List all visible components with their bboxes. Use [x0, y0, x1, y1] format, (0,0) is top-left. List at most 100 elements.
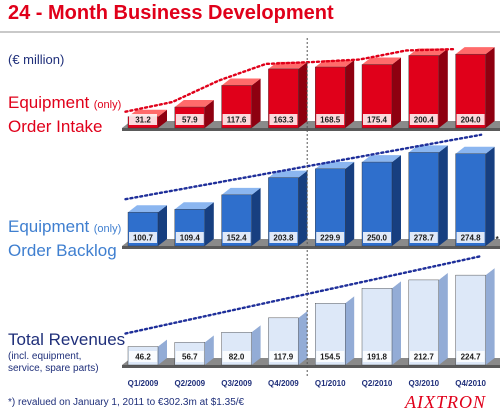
- page-title: 24 - Month Business Development: [8, 2, 334, 24]
- backlog-label-only: (only): [93, 223, 122, 235]
- trend-line: [124, 133, 483, 201]
- intake-label-main: Equipment: [8, 93, 90, 112]
- data-label-bg: [316, 351, 345, 362]
- x-tick-label: Q3/2009: [221, 379, 252, 388]
- bar-top: [362, 155, 401, 163]
- data-label: 203.8: [273, 234, 294, 243]
- bar-top: [128, 339, 167, 347]
- bar-top: [174, 335, 214, 343]
- bar-top: [362, 57, 401, 65]
- aixtron-logo: AIXTRON: [405, 392, 486, 412]
- bar: [455, 153, 486, 247]
- data-label-bg: [269, 351, 298, 362]
- bar-side: [345, 161, 355, 246]
- bar-side: [298, 61, 308, 128]
- data-label: 274.8: [461, 234, 482, 243]
- chart-floor: [122, 239, 500, 246]
- bar-top: [408, 272, 448, 280]
- data-label-bg: [129, 351, 157, 362]
- backlog-label-main: Equipment: [8, 217, 90, 236]
- data-label-bg: [316, 114, 345, 125]
- bar-top: [128, 205, 167, 213]
- revenue-label-sub1: (incl. equipment,: [8, 351, 82, 362]
- backlog-row-label: Equipment (only) Order Backlog: [8, 216, 121, 262]
- bar-top: [362, 281, 401, 289]
- unit-label: (€ million): [8, 52, 65, 67]
- revenue-label-sub2: service, spare parts): [8, 363, 99, 374]
- chart-floor: [122, 358, 500, 365]
- data-label: 175.4: [367, 116, 388, 125]
- data-label-bg: [269, 232, 298, 243]
- bar-side: [204, 100, 214, 128]
- data-label-bg: [222, 114, 251, 125]
- data-label-bg: [222, 232, 251, 243]
- data-label-bg: [129, 114, 157, 125]
- data-label: 109.4: [180, 234, 201, 243]
- x-tick-label: Q4/2009: [268, 379, 299, 388]
- data-label: 117.6: [227, 116, 247, 125]
- data-label: 168.5: [320, 116, 341, 125]
- bar-side: [298, 170, 308, 246]
- x-tick-label: Q4/2010: [455, 379, 486, 388]
- bar-side: [251, 187, 261, 246]
- intake-label-line2: Order Intake: [8, 117, 103, 136]
- data-label: 250.0: [367, 234, 388, 243]
- bar-side: [298, 310, 308, 365]
- bar-top: [455, 47, 495, 55]
- data-label: 204.0: [461, 116, 482, 125]
- bar-side: [485, 146, 495, 246]
- title-divider: [0, 31, 500, 33]
- data-label: 163.3: [273, 116, 294, 125]
- bar-side: [438, 272, 448, 365]
- x-tick-label: Q1/2009: [128, 379, 159, 388]
- data-label: 212.7: [414, 353, 435, 362]
- bar: [455, 274, 486, 366]
- intake-label-only: (only): [93, 99, 122, 111]
- data-label-bg: [409, 114, 438, 125]
- data-label-bg: [129, 232, 157, 243]
- data-label-bg: [363, 114, 391, 125]
- data-label-bg: [409, 351, 438, 362]
- bar-side: [251, 325, 261, 365]
- bar: [408, 152, 439, 247]
- data-label-bg: [456, 351, 485, 362]
- chart-floor-edge: [122, 128, 500, 131]
- data-label-bg: [409, 232, 438, 243]
- annotation-asterisk: *: [496, 235, 500, 244]
- bar: [408, 279, 439, 366]
- data-label: 200.4: [414, 116, 435, 125]
- x-tick-label: Q1/2010: [315, 379, 346, 388]
- bar-side: [392, 57, 401, 128]
- x-tick-label: Q3/2010: [408, 379, 439, 388]
- bar-side: [438, 145, 448, 246]
- bar-top: [315, 296, 355, 304]
- data-label: 82.0: [229, 353, 245, 362]
- bar-top: [268, 310, 308, 318]
- intake-row-label: Equipment (only) Order Intake: [8, 92, 121, 138]
- revenue-label-main: Total Revenues: [8, 330, 126, 349]
- data-label-bg: [456, 232, 485, 243]
- bar-side: [485, 268, 495, 365]
- chart-floor: [122, 121, 500, 128]
- bar-top: [455, 268, 495, 276]
- data-label-bg: [175, 351, 204, 362]
- bar-side: [392, 155, 401, 246]
- bar-top: [174, 100, 214, 108]
- data-label-bg: [363, 351, 391, 362]
- data-label-bg: [222, 351, 251, 362]
- bar-side: [438, 48, 448, 128]
- data-label: 278.7: [414, 234, 435, 243]
- data-label-bg: [175, 232, 204, 243]
- bar-top: [221, 78, 261, 86]
- bar-top: [174, 202, 214, 210]
- bar-side: [345, 60, 355, 129]
- data-label-bg: [316, 232, 345, 243]
- data-label: 191.8: [367, 353, 388, 362]
- chart-floor-edge: [122, 246, 500, 249]
- bar-side: [158, 109, 167, 128]
- trend-line: [124, 47, 455, 113]
- bar-top: [408, 145, 448, 153]
- bar-side: [158, 339, 167, 365]
- data-label: 154.5: [320, 353, 341, 362]
- data-label: 56.7: [182, 353, 198, 362]
